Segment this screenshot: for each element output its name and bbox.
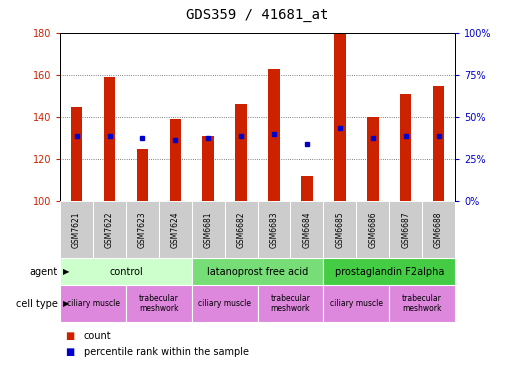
Text: GDS359 / 41681_at: GDS359 / 41681_at	[186, 8, 329, 22]
Bar	[422, 201, 455, 258]
Text: ciliary muscle: ciliary muscle	[66, 299, 120, 308]
Bar	[137, 149, 148, 201]
Bar	[301, 176, 313, 201]
Bar	[126, 285, 192, 322]
Text: ▶: ▶	[63, 299, 69, 308]
Text: ciliary muscle: ciliary muscle	[330, 299, 383, 308]
Text: GSM6688: GSM6688	[434, 212, 443, 248]
Text: GSM7623: GSM7623	[138, 211, 147, 248]
Text: GSM7621: GSM7621	[72, 212, 81, 248]
Bar	[60, 258, 192, 285]
Bar	[257, 201, 290, 258]
Bar	[93, 201, 126, 258]
Text: GSM6681: GSM6681	[204, 212, 213, 248]
Text: ■: ■	[65, 331, 75, 341]
Bar	[257, 285, 323, 322]
Bar	[235, 105, 247, 201]
Bar	[400, 94, 412, 201]
Bar	[192, 201, 225, 258]
Text: latanoprost free acid: latanoprost free acid	[207, 267, 308, 277]
Text: GSM6682: GSM6682	[236, 212, 246, 248]
Bar	[334, 33, 346, 201]
Bar	[290, 201, 323, 258]
Text: GSM6683: GSM6683	[269, 211, 279, 248]
Text: GSM7624: GSM7624	[171, 211, 180, 248]
Bar	[60, 201, 93, 258]
Text: ■: ■	[65, 347, 75, 357]
Bar	[433, 86, 445, 201]
Text: trabecular
meshwork: trabecular meshwork	[139, 294, 179, 314]
Text: cell type: cell type	[16, 299, 58, 309]
Text: agent: agent	[29, 267, 58, 277]
Text: GSM6686: GSM6686	[368, 211, 377, 248]
Bar	[192, 258, 323, 285]
Bar	[169, 119, 181, 201]
Bar	[367, 117, 379, 201]
Bar	[71, 107, 82, 201]
Bar	[268, 69, 280, 201]
Bar	[60, 285, 126, 322]
Bar	[126, 201, 159, 258]
Text: trabecular
meshwork: trabecular meshwork	[402, 294, 442, 314]
Text: GSM6687: GSM6687	[401, 211, 410, 248]
Bar	[323, 258, 455, 285]
Bar	[389, 201, 422, 258]
Bar	[104, 77, 115, 201]
Text: control: control	[109, 267, 143, 277]
Text: GSM6685: GSM6685	[335, 211, 344, 248]
Bar	[159, 201, 192, 258]
Bar	[323, 201, 356, 258]
Text: prostaglandin F2alpha: prostaglandin F2alpha	[335, 267, 444, 277]
Bar	[389, 285, 455, 322]
Bar	[202, 136, 214, 201]
Bar	[192, 285, 257, 322]
Text: trabecular
meshwork: trabecular meshwork	[270, 294, 311, 314]
Text: percentile rank within the sample: percentile rank within the sample	[84, 347, 248, 357]
Bar	[356, 201, 389, 258]
Bar	[323, 285, 389, 322]
Text: ▶: ▶	[63, 267, 69, 276]
Text: GSM6684: GSM6684	[302, 211, 311, 248]
Text: GSM7622: GSM7622	[105, 212, 114, 248]
Text: ciliary muscle: ciliary muscle	[198, 299, 251, 308]
Bar	[225, 201, 257, 258]
Text: count: count	[84, 331, 111, 341]
